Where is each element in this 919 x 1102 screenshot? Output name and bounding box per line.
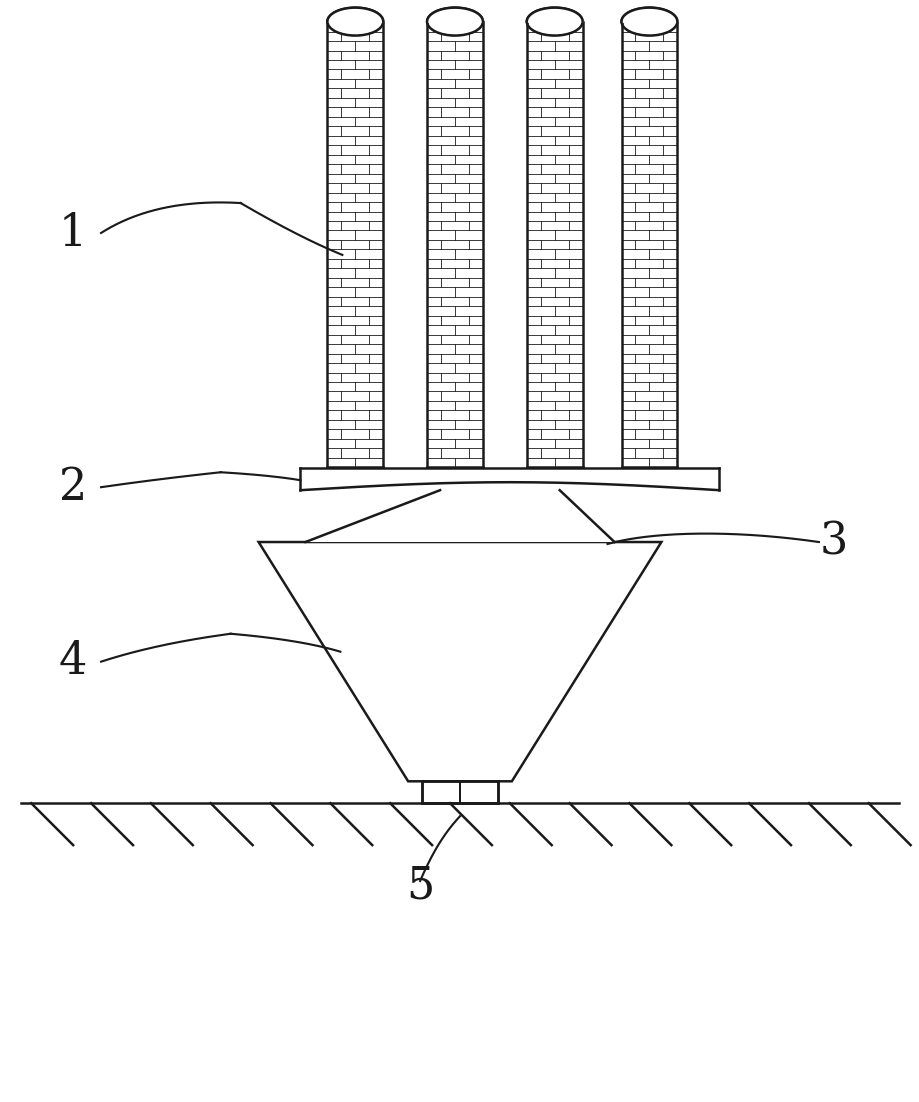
Text: 3: 3 [819, 520, 847, 563]
FancyBboxPatch shape [426, 22, 482, 467]
Ellipse shape [426, 8, 482, 35]
FancyBboxPatch shape [327, 22, 383, 467]
Ellipse shape [527, 8, 582, 35]
Ellipse shape [327, 8, 383, 35]
Text: 5: 5 [405, 864, 434, 908]
Text: 4: 4 [59, 640, 87, 683]
Text: 2: 2 [59, 466, 87, 509]
Polygon shape [258, 542, 661, 781]
Bar [422, 781, 497, 803]
Polygon shape [301, 468, 719, 490]
Polygon shape [305, 490, 614, 542]
FancyBboxPatch shape [527, 22, 582, 467]
Ellipse shape [621, 8, 676, 35]
FancyBboxPatch shape [621, 22, 676, 467]
Text: 1: 1 [59, 212, 87, 255]
